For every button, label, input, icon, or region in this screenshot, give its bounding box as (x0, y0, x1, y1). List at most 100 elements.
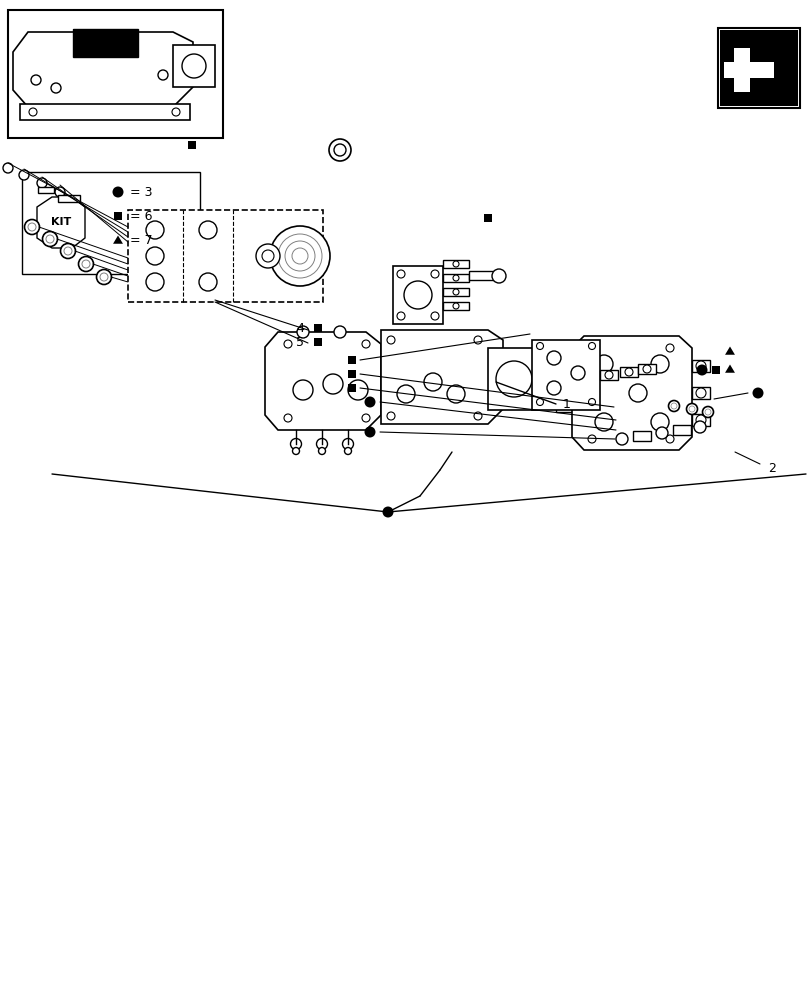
Circle shape (333, 144, 345, 156)
Circle shape (146, 273, 164, 291)
Circle shape (431, 312, 439, 320)
Circle shape (28, 223, 36, 231)
Bar (443, 260, 469, 268)
Bar (719, 30, 797, 106)
Circle shape (293, 380, 312, 400)
Polygon shape (380, 330, 502, 424)
Bar (469, 271, 500, 280)
Circle shape (290, 438, 301, 450)
Bar (443, 274, 469, 282)
Circle shape (604, 371, 612, 379)
Text: 4: 4 (296, 322, 303, 334)
Circle shape (172, 108, 180, 116)
Circle shape (704, 409, 710, 415)
Circle shape (642, 365, 650, 373)
Circle shape (362, 414, 370, 422)
Circle shape (97, 269, 111, 284)
Bar (633, 431, 650, 441)
Circle shape (387, 336, 394, 344)
Circle shape (474, 336, 482, 344)
Circle shape (342, 438, 353, 450)
Bar (483, 214, 491, 222)
Circle shape (491, 269, 505, 283)
Circle shape (752, 387, 762, 398)
Circle shape (19, 170, 29, 180)
Circle shape (695, 388, 705, 398)
Bar (691, 414, 709, 426)
Circle shape (594, 413, 612, 431)
Circle shape (51, 83, 61, 93)
Circle shape (695, 361, 705, 371)
Bar (443, 288, 469, 296)
Bar (8, 10, 223, 138)
Circle shape (31, 75, 41, 85)
Circle shape (344, 448, 351, 454)
Circle shape (318, 448, 325, 454)
Circle shape (292, 248, 307, 264)
Circle shape (64, 247, 72, 255)
Circle shape (61, 243, 75, 258)
Bar (393, 266, 443, 324)
Circle shape (588, 398, 594, 406)
Bar (556, 396, 577, 412)
Circle shape (42, 232, 58, 246)
Circle shape (702, 406, 713, 418)
Bar (691, 387, 709, 399)
Circle shape (255, 244, 280, 268)
Circle shape (270, 226, 329, 286)
Circle shape (670, 403, 676, 409)
Bar (188, 141, 195, 149)
Circle shape (474, 412, 482, 420)
Circle shape (453, 289, 458, 295)
Polygon shape (723, 48, 773, 92)
Circle shape (696, 364, 706, 375)
Circle shape (453, 261, 458, 267)
Bar (599, 370, 617, 380)
Bar (637, 364, 655, 374)
Circle shape (547, 381, 560, 395)
Circle shape (113, 186, 123, 198)
Bar (314, 324, 322, 332)
Circle shape (55, 187, 65, 197)
Text: KIT: KIT (51, 217, 71, 227)
Circle shape (594, 355, 612, 373)
Bar (128, 210, 323, 302)
Circle shape (431, 270, 439, 278)
Circle shape (570, 366, 584, 380)
Circle shape (297, 326, 309, 338)
Circle shape (382, 506, 393, 518)
Circle shape (292, 448, 299, 454)
Text: = 3: = 3 (130, 186, 152, 199)
Circle shape (693, 421, 705, 433)
Circle shape (650, 355, 668, 373)
Circle shape (397, 270, 405, 278)
Bar (717, 28, 799, 108)
Circle shape (199, 273, 217, 291)
Circle shape (536, 398, 543, 406)
Bar (314, 338, 322, 346)
Bar (73, 29, 138, 57)
Text: = 6: = 6 (130, 210, 152, 223)
Circle shape (182, 54, 206, 78)
Circle shape (685, 403, 697, 414)
Circle shape (667, 400, 679, 412)
Circle shape (453, 303, 458, 309)
Circle shape (536, 342, 543, 350)
Polygon shape (571, 336, 691, 450)
Circle shape (333, 326, 345, 338)
Circle shape (616, 433, 627, 445)
Circle shape (284, 340, 292, 348)
Circle shape (655, 427, 667, 439)
Circle shape (328, 139, 350, 161)
Bar (58, 195, 80, 202)
Circle shape (689, 406, 694, 412)
Circle shape (100, 273, 108, 281)
Circle shape (665, 435, 673, 443)
Circle shape (285, 241, 315, 271)
Circle shape (146, 247, 164, 265)
Circle shape (284, 414, 292, 422)
Circle shape (277, 234, 322, 278)
Circle shape (46, 235, 54, 243)
Circle shape (24, 220, 40, 235)
Bar (691, 360, 709, 372)
